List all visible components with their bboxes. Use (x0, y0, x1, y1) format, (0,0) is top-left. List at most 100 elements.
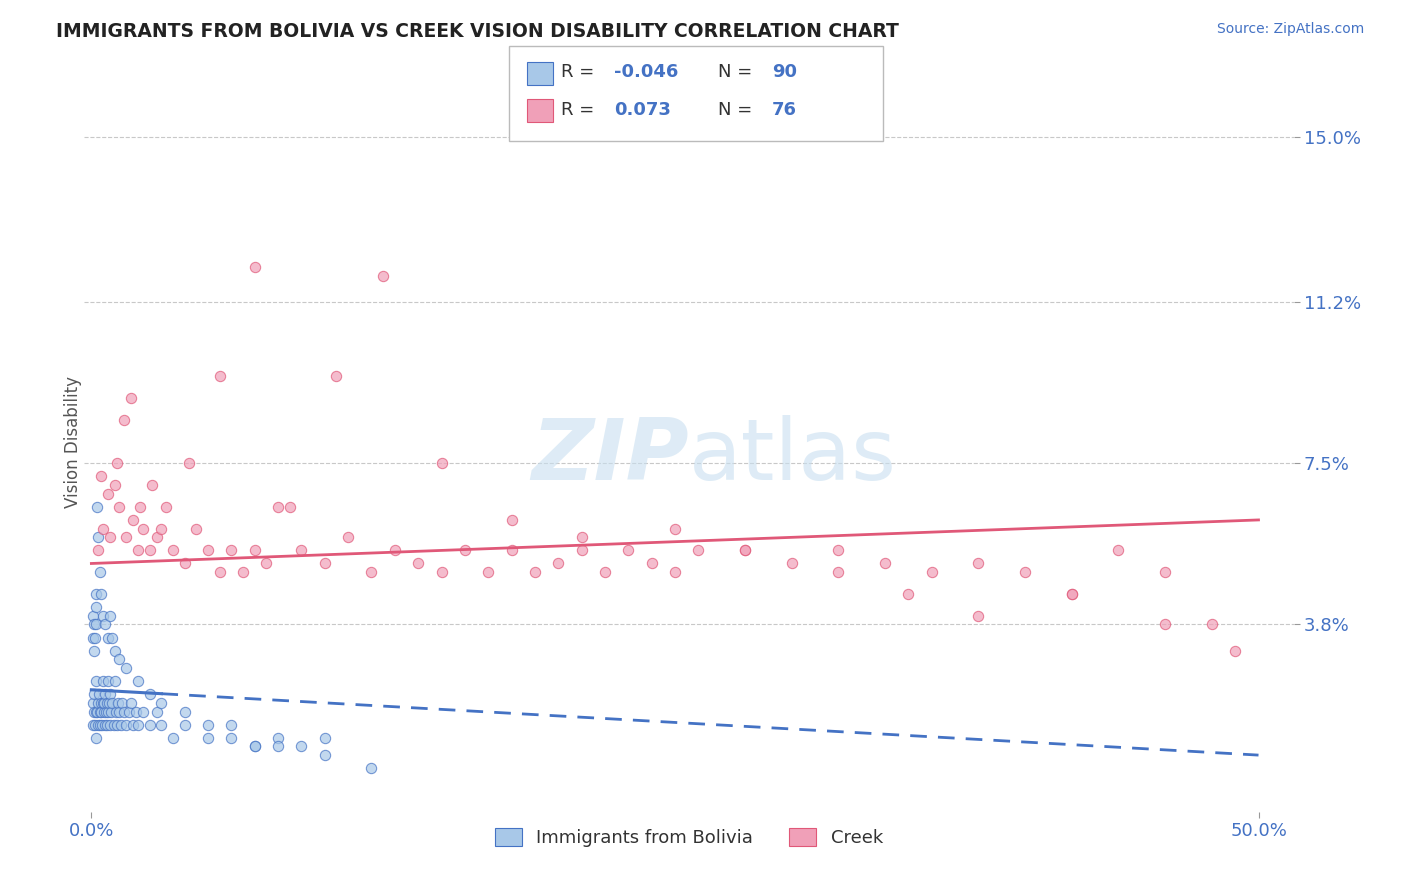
Point (115, 530, 138, 544)
Point (90, 469, 112, 483)
Point (141, 478, 163, 492)
Point (138, 543, 160, 558)
Point (314, 748, 336, 763)
Point (967, 608, 990, 623)
Point (454, 543, 477, 558)
Point (84, 705, 107, 719)
Point (145, 530, 167, 544)
Point (108, 705, 131, 719)
Point (94, 705, 117, 719)
Point (267, 500, 290, 514)
Text: ZIP: ZIP (531, 415, 689, 498)
Point (125, 705, 148, 719)
Point (103, 717, 125, 731)
Point (138, 687, 160, 701)
Point (1060, 587, 1083, 601)
Point (90, 705, 112, 719)
Point (87, 530, 110, 544)
Point (91, 608, 114, 623)
Point (96, 696, 118, 710)
Point (254, 557, 277, 571)
Point (640, 557, 662, 571)
Point (173, 717, 195, 731)
Point (83, 617, 105, 632)
Point (243, 543, 266, 558)
Point (86, 731, 108, 745)
Text: 0.073: 0.073 (614, 101, 671, 119)
Point (430, 565, 453, 579)
Point (384, 543, 406, 558)
Point (97, 631, 120, 645)
Point (688, 543, 710, 558)
Point (827, 565, 849, 579)
Point (290, 739, 312, 754)
Point (82, 631, 104, 645)
Point (197, 543, 219, 558)
Point (150, 522, 173, 536)
Point (93, 696, 115, 710)
Point (120, 696, 142, 710)
Point (1154, 617, 1177, 632)
Point (232, 565, 254, 579)
Point (93, 705, 115, 719)
Point (617, 543, 640, 558)
Point (132, 705, 155, 719)
Point (86, 587, 108, 601)
Point (127, 543, 149, 558)
Point (94, 717, 117, 731)
Point (83, 705, 105, 719)
Point (108, 500, 131, 514)
Point (83, 687, 105, 701)
Text: Source: ZipAtlas.com: Source: ZipAtlas.com (1216, 22, 1364, 37)
Point (278, 500, 301, 514)
Point (104, 478, 127, 492)
Text: N =: N = (718, 101, 758, 119)
Point (91, 674, 114, 689)
Point (105, 456, 128, 470)
Point (155, 500, 177, 514)
Point (173, 705, 195, 719)
Point (150, 696, 173, 710)
Point (967, 557, 990, 571)
Point (84, 674, 107, 689)
Point (91, 522, 114, 536)
Point (104, 643, 127, 657)
Point (873, 557, 896, 571)
Point (97, 487, 120, 501)
Point (98, 530, 121, 544)
Point (120, 391, 142, 405)
Text: 90: 90 (772, 63, 797, 81)
Point (87, 696, 110, 710)
Point (84, 600, 107, 615)
Text: R =: R = (561, 63, 600, 81)
Point (734, 543, 756, 558)
Point (267, 731, 290, 745)
Point (100, 705, 122, 719)
Point (477, 565, 499, 579)
Text: N =: N = (718, 63, 758, 81)
Point (734, 543, 756, 558)
Text: -0.046: -0.046 (614, 63, 679, 81)
Point (145, 705, 167, 719)
Point (87, 543, 110, 558)
Point (127, 674, 149, 689)
Point (360, 761, 382, 775)
Point (127, 717, 149, 731)
Point (107, 696, 129, 710)
Point (132, 522, 155, 536)
Point (87, 687, 110, 701)
Point (501, 543, 523, 558)
Point (197, 731, 219, 745)
Point (104, 674, 127, 689)
Point (122, 717, 145, 731)
Point (221, 543, 243, 558)
Text: atlas: atlas (689, 415, 897, 498)
Point (83, 717, 105, 731)
Point (118, 705, 141, 719)
Point (89, 717, 111, 731)
Point (501, 513, 523, 527)
Point (571, 530, 593, 544)
Point (593, 565, 616, 579)
Point (430, 456, 453, 470)
Point (97, 696, 120, 710)
